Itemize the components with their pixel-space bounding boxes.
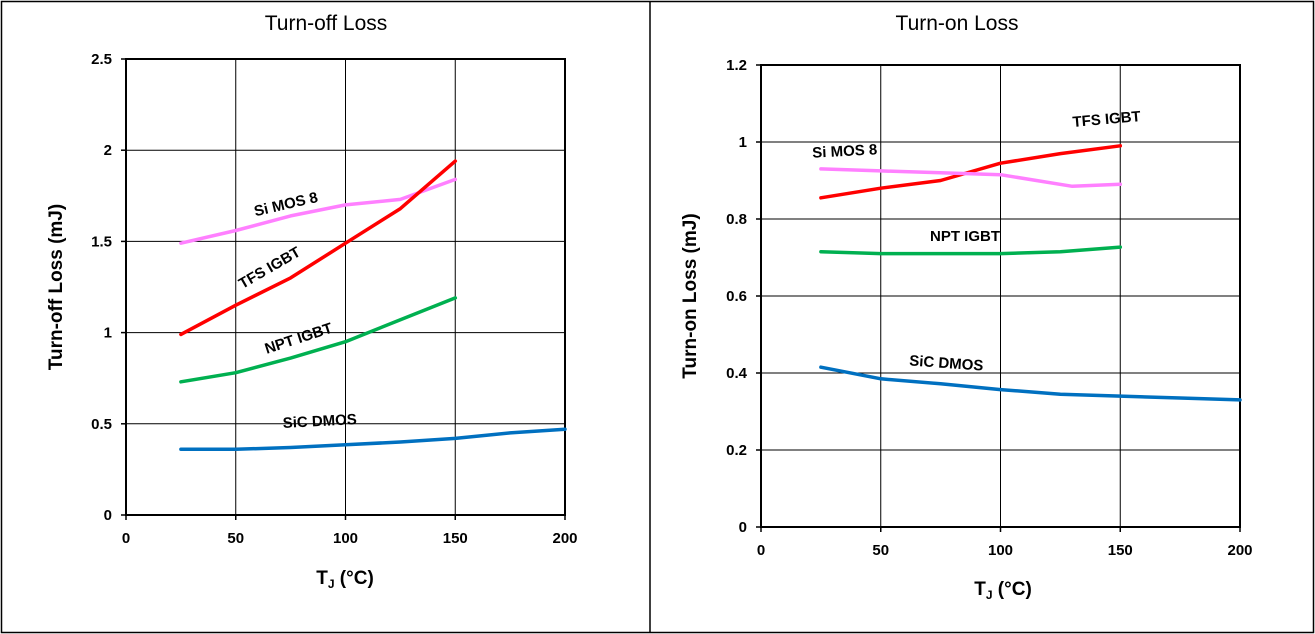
x-tick-label: 50 (227, 530, 244, 547)
series-line-npt-igbt (819, 245, 1123, 256)
x-axis-label: TJ (°C) (974, 579, 1032, 602)
y-tick-label: 1 (104, 325, 112, 342)
series-lines (819, 144, 1242, 402)
y-axis-label: Turn-on Loss (mJ) (680, 213, 701, 378)
x-tick-label: 0 (757, 542, 765, 559)
series-line-si-mos-8 (819, 167, 1123, 189)
series-line-tfs-igbt (179, 159, 458, 337)
y-tick-label: 0.8 (726, 211, 747, 228)
series-line-sic-dmos (179, 427, 567, 452)
x-ticks: 0 50 100 150 200 (122, 515, 578, 547)
series-label-si-mos-8: Si MOS 8 (812, 141, 878, 161)
series-line-si-mos-8 (179, 177, 458, 245)
series-line-npt-igbt (179, 296, 458, 384)
x-tick-label: 200 (552, 530, 577, 547)
y-tick-label: 0 (104, 507, 112, 524)
y-tick-label: 2.5 (91, 51, 112, 68)
x-tick-label: 150 (443, 530, 468, 547)
series-label-tfs-igbt: TFS IGBT (1072, 108, 1142, 131)
series-lines (179, 159, 567, 452)
series-line-sic-dmos (819, 365, 1242, 402)
x-tick-label: 0 (122, 530, 130, 547)
x-tick-label: 200 (1227, 542, 1252, 559)
y-tick-label: 0.5 (91, 416, 112, 433)
y-tick-label: 0 (739, 519, 747, 536)
x-tick-label: 150 (1108, 542, 1133, 559)
x-ticks: 0 50 100 150 200 (757, 527, 1253, 559)
y-tick-label: 0.6 (726, 288, 747, 305)
y-ticks: 0 0.5 1 1.5 2 2.5 (91, 51, 126, 524)
chart-title: Turn-off Loss (265, 12, 388, 35)
gridlines (126, 59, 565, 515)
y-axis-label: Turn-off Loss (mJ) (46, 204, 67, 370)
series-line-tfs-igbt (819, 144, 1123, 200)
y-tick-label: 2 (104, 142, 112, 159)
series-label-tfs-igbt: TFS IGBT (236, 244, 304, 293)
chart-title: Turn-on Loss (896, 12, 1019, 35)
series-labels: TFS IGBT Si MOS 8 NPT IGBT SiC DMOS (812, 108, 1142, 375)
y-tick-label: 0.4 (726, 365, 748, 382)
x-tick-label: 100 (988, 542, 1013, 559)
series-label-npt-igbt: NPT IGBT (930, 228, 1000, 245)
y-tick-label: 1.2 (726, 57, 747, 74)
y-tick-label: 0.2 (726, 442, 747, 459)
y-tick-label: 1.5 (91, 233, 112, 250)
turn-off-loss-chart: Turn-off Loss 0 50 100 150 200 00.511.522.5 … (46, 12, 578, 591)
gridlines (761, 65, 1240, 527)
y-ticks: 0 0.2 0.4 0.6 0.8 1 1.2 (726, 57, 761, 536)
turn-on-loss-chart: Turn-on Loss 0 50 100 150 200 0 0.2 0.4 0.6 0.8 1… (680, 12, 1253, 602)
x-tick-label: 100 (333, 530, 358, 547)
series-label-sic-dmos: SiC DMOS (282, 411, 357, 432)
y-tick-label: 1 (739, 134, 747, 151)
series-label-sic-dmos: SiC DMOS (909, 352, 984, 374)
x-tick-label: 50 (872, 542, 889, 559)
x-axis-label: TJ (°C) (316, 568, 374, 591)
series-label-npt-igbt: NPT IGBT (263, 320, 335, 358)
